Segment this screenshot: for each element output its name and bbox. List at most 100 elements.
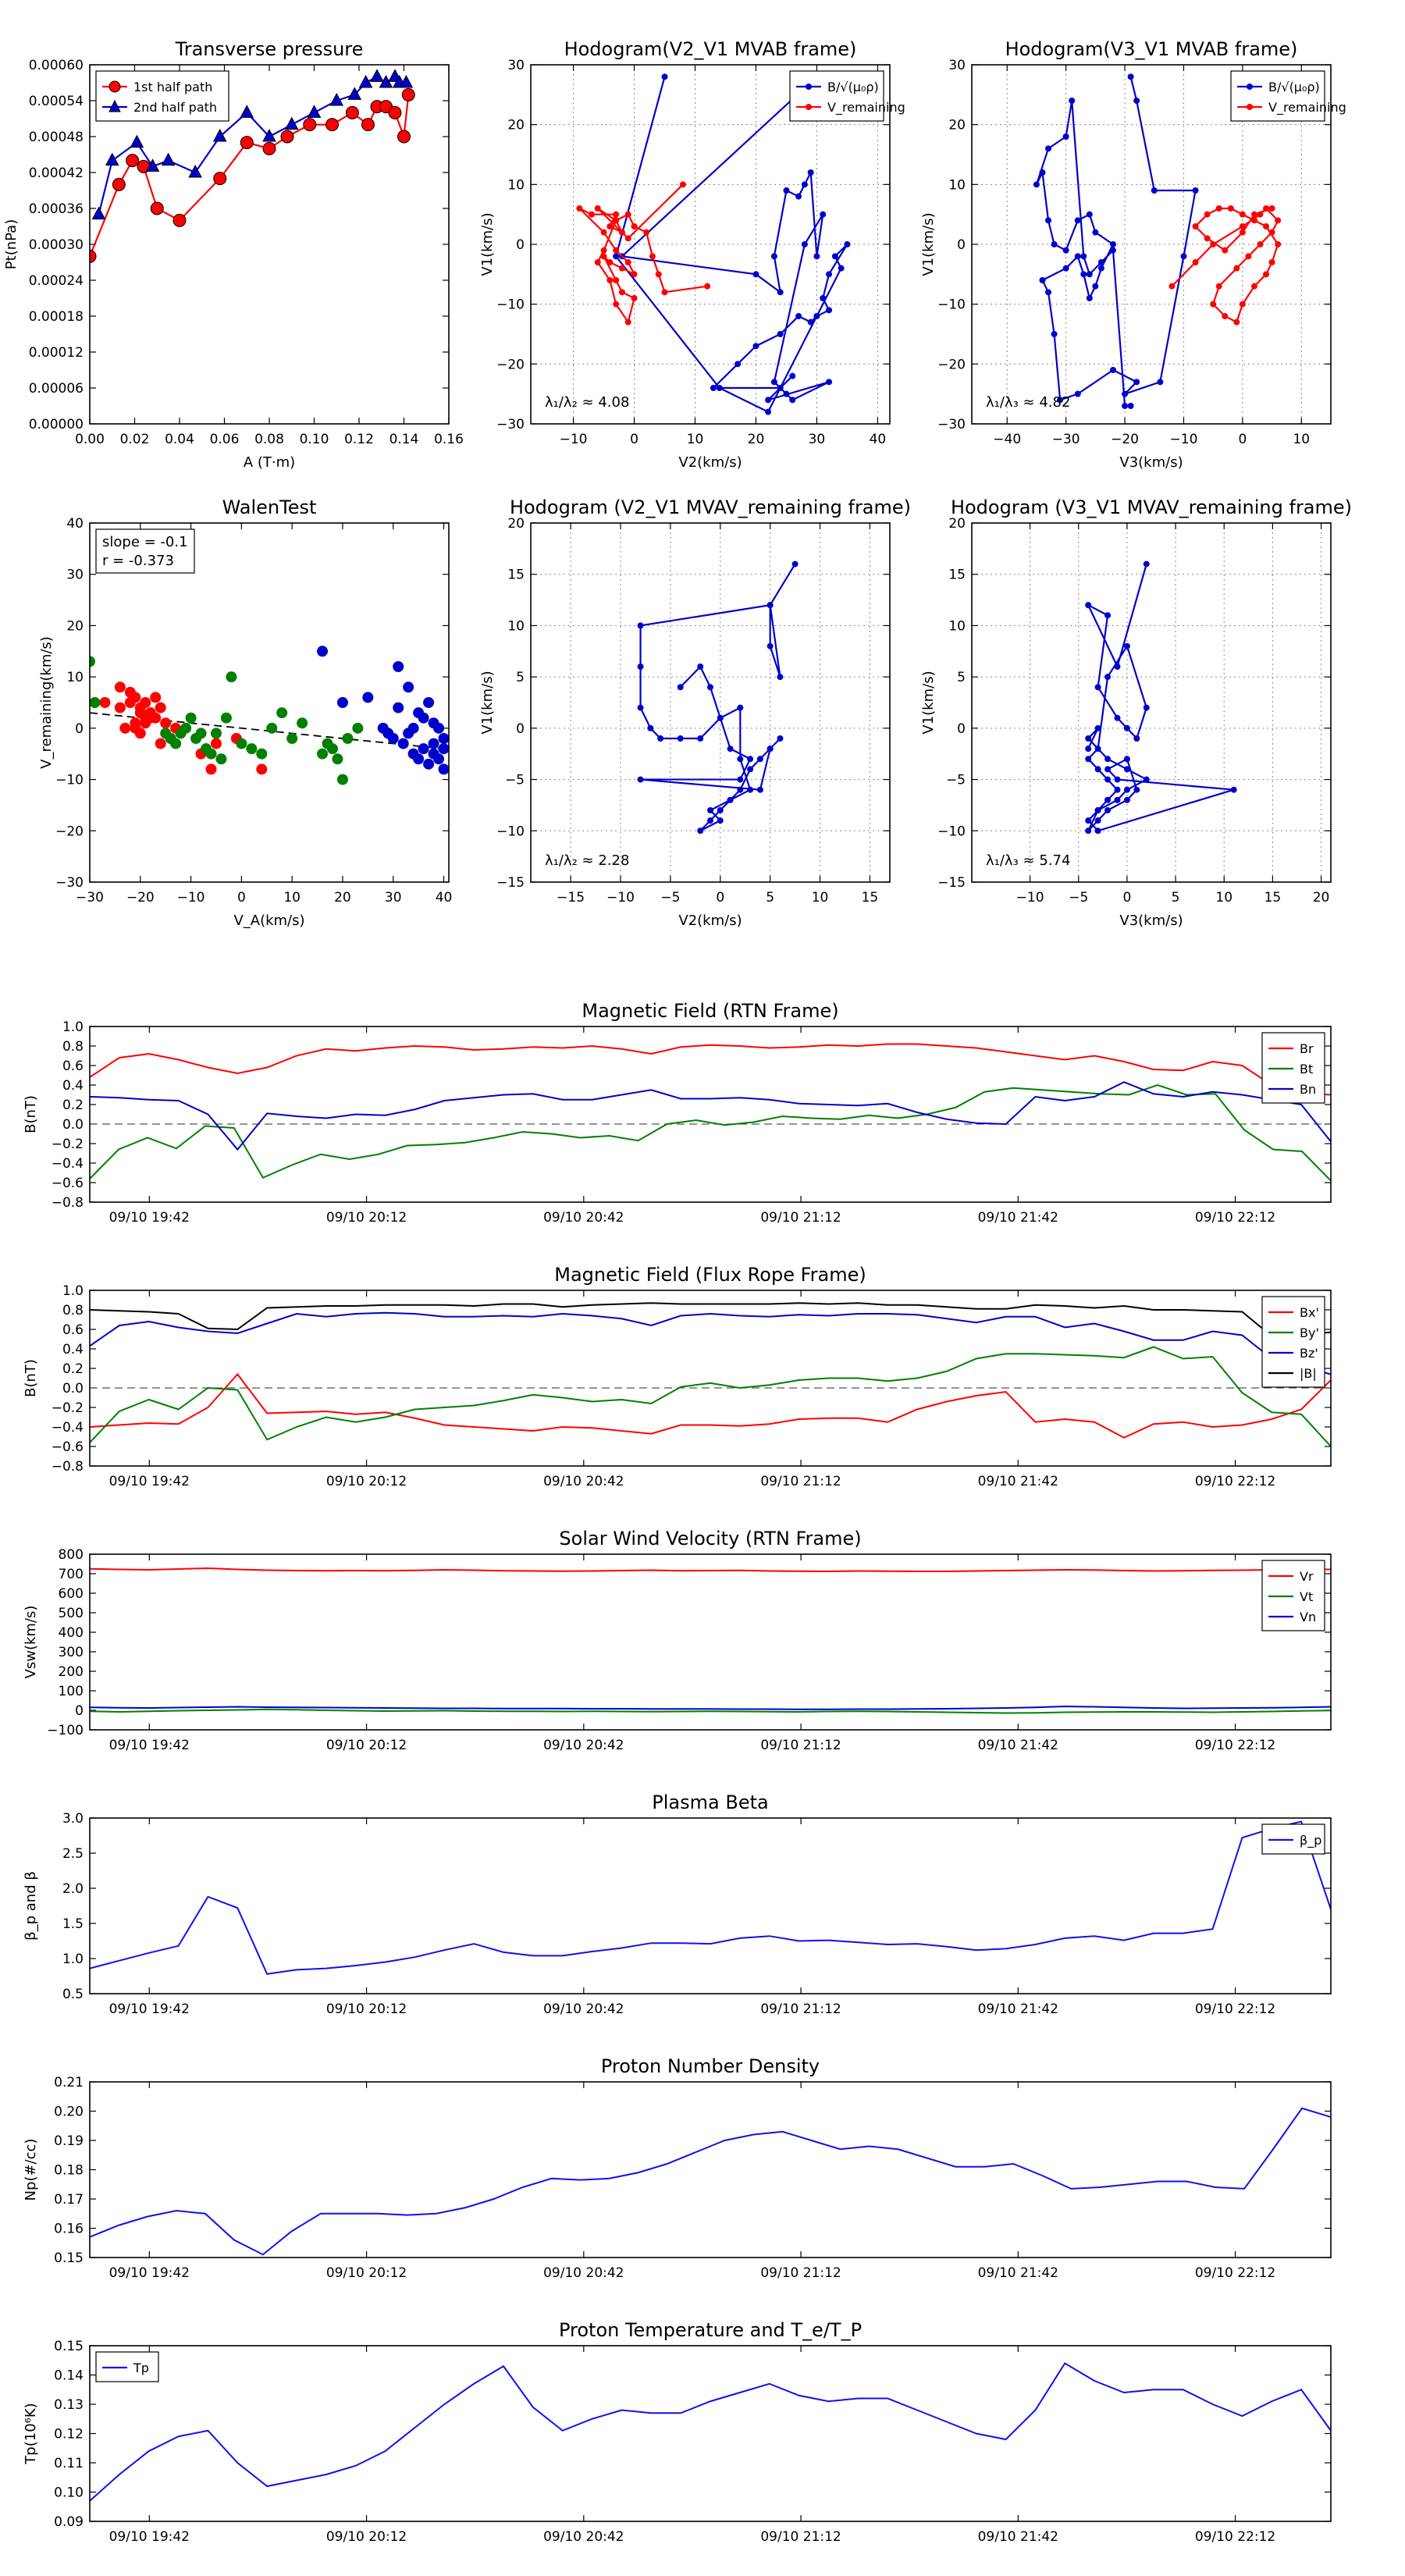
data-point [1114, 796, 1121, 803]
data-point [140, 717, 151, 729]
series-line-|B| [90, 1302, 1331, 1337]
y-tick-label: −30 [496, 417, 525, 432]
x-tick-label: 5 [766, 890, 774, 906]
chart-ts5: Proton Number Density 09/10 19:42 09/10 20… [23, 2055, 1332, 2281]
data-point [150, 692, 162, 703]
data-point [807, 318, 814, 326]
data-point [697, 827, 704, 834]
data-point [1239, 229, 1246, 236]
y-tick-label: 0.6 [62, 1059, 84, 1074]
data-point [1080, 271, 1087, 278]
series-line-Bz' [90, 1311, 1331, 1375]
legend-marker [1247, 84, 1253, 90]
data-point [1210, 241, 1217, 247]
y-axis-label: Tp(10⁶K) [23, 2403, 39, 2464]
chart-h2: Hodogram(V3_V1 MVAB frame) −40 −30 −20 −10 0 1… [920, 38, 1346, 471]
x-tick-label: 10 [283, 890, 301, 906]
data-point [1097, 265, 1104, 272]
y-tick-label: −5 [946, 773, 966, 788]
plot-area [576, 73, 851, 415]
data-point [613, 247, 620, 254]
data-point [1109, 367, 1116, 373]
chart-title: Magnetic Field (Flux Rope Frame) [554, 1264, 866, 1286]
data-point [1045, 217, 1052, 224]
chart-title: Hodogram(V2_V1 MVAB frame) [564, 38, 857, 60]
y-tick-label: 0.09 [54, 2514, 84, 2530]
y-tick-label: 0.00054 [29, 94, 84, 109]
y-tick-label: 0.21 [54, 2075, 84, 2090]
data-point [1094, 817, 1101, 824]
data-point [342, 733, 354, 744]
chart-title: WalenTest [222, 496, 317, 518]
data-point [1051, 331, 1058, 337]
y-tick-label: −0.6 [52, 1439, 84, 1455]
y-tick-label: 20 [948, 516, 966, 532]
x-tick-label: 40 [436, 890, 453, 906]
data-point [388, 105, 402, 119]
data-point [397, 130, 411, 144]
data-point [1039, 277, 1046, 283]
x-tick-label: 20 [748, 432, 765, 447]
x-tick-label: −15 [557, 890, 585, 906]
y-tick-label: 0.11 [54, 2456, 84, 2471]
data-point [631, 295, 638, 301]
y-tick-label: −10 [937, 297, 966, 313]
axes-frame [89, 1026, 1332, 1203]
chart-ts4: Plasma Beta 09/10 19:42 09/10 20:12 09/10 2… [23, 1791, 1332, 2017]
data-point [1250, 283, 1257, 290]
y-tick-label: 10 [948, 618, 966, 634]
data-point [266, 722, 278, 734]
data-point [418, 743, 429, 755]
data-point [1104, 612, 1112, 619]
data-point [303, 118, 317, 132]
x-tick-label: 09/10 21:42 [978, 2529, 1058, 2545]
data-point [433, 753, 445, 765]
data-point [1204, 211, 1211, 218]
data-point [777, 331, 784, 337]
y-tick-label: 0.15 [54, 2339, 84, 2354]
data-point [401, 87, 415, 101]
data-point [1033, 181, 1040, 188]
x-tick-label: 09/10 21:12 [760, 1474, 841, 1489]
stats-text: slope = -0.1 [102, 534, 188, 550]
y-tick-label: 0.0 [62, 1381, 84, 1397]
data-point [1268, 229, 1275, 236]
y-tick-label: 0.8 [62, 1039, 84, 1055]
chart-title: Hodogram(V3_V1 MVAB frame) [1005, 38, 1298, 60]
x-tick-label: 10 [1293, 432, 1310, 447]
data-point [130, 722, 141, 734]
series-line-Vt [90, 1708, 1331, 1714]
data-point [600, 247, 607, 254]
data-point [613, 301, 620, 308]
x-tick-label: −10 [606, 890, 635, 906]
x-tick-label: 30 [385, 890, 402, 906]
stats-box [95, 528, 195, 574]
data-point [1222, 313, 1229, 319]
x-tick-label: −30 [1052, 432, 1080, 447]
data-point [236, 738, 247, 749]
legend-label: Tp [133, 2361, 149, 2375]
data-point [765, 397, 772, 404]
data-point [240, 136, 254, 150]
data-point [114, 681, 126, 693]
data-point [1151, 187, 1158, 194]
data-point [1257, 241, 1264, 247]
data-point [256, 748, 268, 760]
x-tick-label: 0 [237, 890, 246, 906]
data-point [710, 385, 717, 391]
y-axis-label: V1(km/s) [479, 671, 496, 734]
data-point [382, 728, 394, 739]
y-tick-label: 0.6 [62, 1322, 84, 1338]
y-tick-label: 0 [516, 721, 525, 737]
x-tick-label: −5 [1069, 890, 1088, 906]
x-tick-label: 0.06 [210, 432, 240, 447]
data-point [624, 318, 631, 326]
y-tick-label: 2.0 [62, 1881, 84, 1897]
data-point [336, 697, 348, 708]
data-point [161, 152, 176, 166]
x-tick-label: 0.10 [300, 432, 329, 447]
y-tick-label: 30 [948, 58, 966, 73]
x-tick-label: 0.02 [120, 432, 150, 447]
data-point [276, 707, 288, 719]
data-point [170, 738, 182, 749]
